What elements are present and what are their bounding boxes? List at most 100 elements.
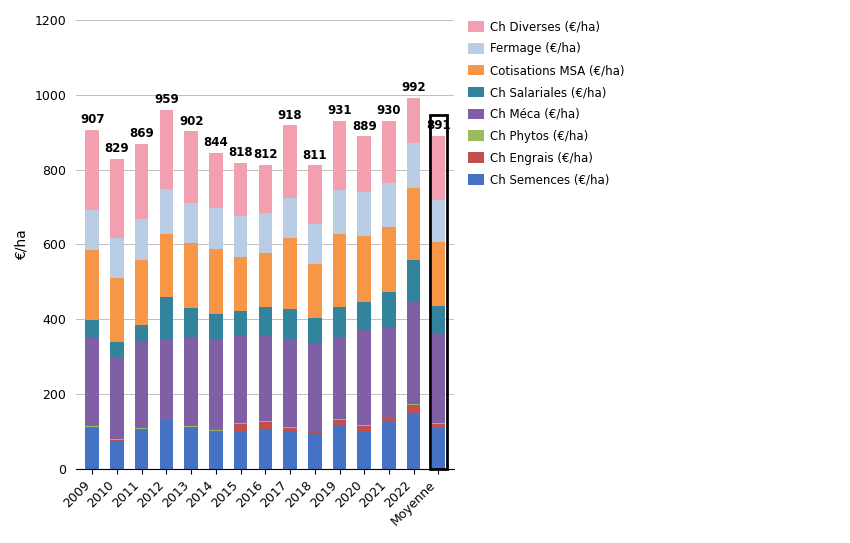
Bar — [382, 292, 396, 328]
Bar — [332, 234, 346, 307]
Bar — [160, 233, 173, 297]
Text: 818: 818 — [229, 146, 253, 159]
Bar — [332, 307, 346, 337]
Text: 992: 992 — [401, 81, 426, 94]
Bar — [160, 419, 173, 420]
Bar — [234, 163, 247, 216]
Bar — [382, 227, 396, 292]
Bar — [160, 340, 173, 419]
Text: 907: 907 — [80, 113, 105, 126]
Bar — [382, 328, 396, 418]
Bar — [184, 427, 198, 428]
Bar — [382, 121, 396, 182]
Bar — [234, 257, 247, 311]
Bar — [358, 301, 371, 330]
Bar — [184, 338, 198, 426]
Bar — [308, 224, 321, 264]
Text: 959: 959 — [154, 93, 178, 106]
Bar — [184, 131, 198, 203]
Text: 902: 902 — [178, 115, 203, 128]
Bar — [234, 431, 247, 469]
Bar — [258, 307, 272, 335]
Bar — [283, 339, 297, 427]
Bar — [258, 335, 272, 421]
Text: 891: 891 — [426, 119, 451, 132]
Bar — [358, 136, 371, 192]
Text: 889: 889 — [352, 119, 377, 132]
Text: 869: 869 — [129, 127, 154, 140]
Bar — [135, 144, 149, 219]
Bar — [160, 190, 173, 233]
Bar — [86, 338, 99, 426]
Bar — [432, 333, 445, 423]
Bar — [86, 210, 99, 250]
Bar — [283, 427, 297, 428]
Bar — [432, 306, 445, 333]
Bar — [358, 426, 371, 431]
Bar — [209, 314, 223, 340]
Bar — [234, 423, 247, 424]
Bar — [407, 301, 421, 405]
Bar — [308, 318, 321, 343]
Bar — [209, 208, 223, 249]
Bar — [430, 115, 447, 469]
Bar — [86, 320, 99, 338]
Bar — [234, 335, 247, 423]
Text: 930: 930 — [377, 104, 401, 117]
Bar — [135, 428, 149, 429]
Bar — [110, 441, 124, 469]
Bar — [234, 311, 247, 335]
Bar — [358, 425, 371, 426]
Text: 931: 931 — [327, 104, 352, 117]
Bar — [135, 325, 149, 342]
Bar — [283, 125, 297, 198]
Bar — [432, 242, 445, 306]
Text: 918: 918 — [278, 109, 303, 122]
Bar — [283, 428, 297, 431]
Bar — [135, 219, 149, 260]
Bar — [184, 308, 198, 338]
Bar — [110, 342, 124, 357]
Bar — [110, 439, 124, 440]
Bar — [209, 153, 223, 208]
Text: 844: 844 — [203, 136, 229, 149]
Bar — [432, 200, 445, 242]
Text: 811: 811 — [303, 149, 327, 162]
Bar — [135, 342, 149, 428]
Bar — [332, 121, 346, 190]
Bar — [110, 279, 124, 342]
Bar — [258, 253, 272, 307]
Bar — [234, 424, 247, 431]
Bar — [110, 238, 124, 279]
Bar — [86, 427, 99, 428]
Bar — [407, 261, 421, 301]
Bar — [135, 429, 149, 430]
Bar — [160, 110, 173, 190]
Bar — [358, 431, 371, 469]
Bar — [407, 98, 421, 143]
Bar — [407, 143, 421, 187]
Bar — [135, 430, 149, 469]
Bar — [184, 426, 198, 427]
Bar — [332, 337, 346, 419]
Bar — [308, 264, 321, 318]
Bar — [432, 423, 445, 424]
Bar — [86, 426, 99, 427]
Bar — [283, 309, 297, 339]
Bar — [407, 405, 421, 413]
Bar — [407, 187, 421, 261]
Bar — [209, 431, 223, 469]
Y-axis label: €/ha: €/ha — [15, 229, 29, 260]
Bar — [283, 198, 297, 238]
Bar — [382, 418, 396, 422]
Bar — [332, 426, 346, 469]
Bar — [308, 431, 321, 433]
Bar — [209, 430, 223, 431]
Text: 829: 829 — [105, 142, 129, 155]
Text: 812: 812 — [253, 148, 278, 161]
Bar — [283, 238, 297, 309]
Bar — [160, 297, 173, 340]
Bar — [258, 430, 272, 469]
Bar — [308, 166, 321, 224]
Bar — [135, 260, 149, 325]
